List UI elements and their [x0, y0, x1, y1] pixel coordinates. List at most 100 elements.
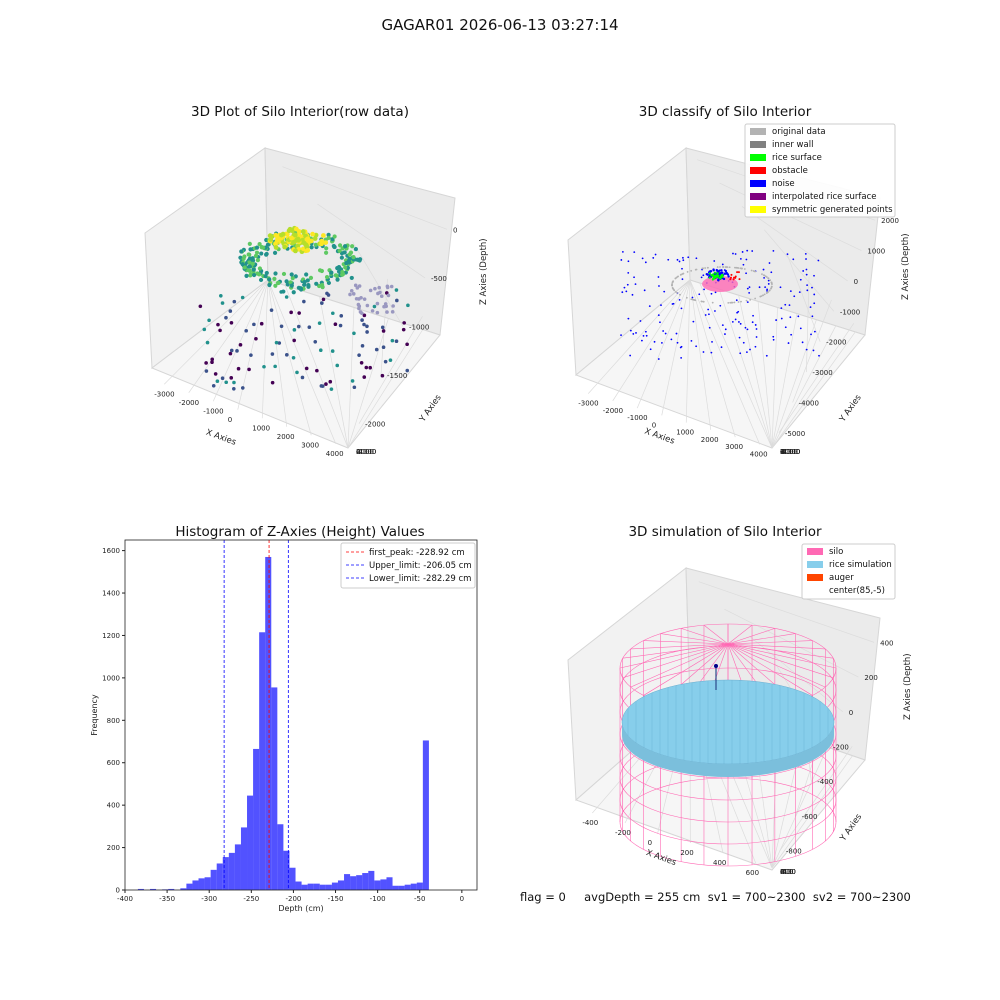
raw-x-tick: -2000	[179, 399, 199, 407]
noise-point	[725, 272, 728, 275]
simulation-plot-title: 3D simulation of Silo Interior	[628, 524, 822, 540]
raw-data-point	[198, 304, 203, 309]
raw-data-point	[207, 318, 211, 323]
raw-data-point	[247, 268, 252, 273]
histogram-bar	[204, 877, 211, 890]
x-tick-label: -50	[414, 895, 425, 903]
raw-data-point	[323, 240, 329, 245]
raw-y-tick: -4000	[356, 448, 376, 456]
classify-x-tick: 1000	[676, 429, 694, 437]
raw-data-point	[359, 360, 364, 365]
histogram-bar	[295, 881, 302, 890]
classify-z-tick: 2000	[881, 217, 899, 225]
noise-point	[623, 286, 626, 289]
noise-point	[657, 358, 660, 360]
noise-point	[695, 257, 698, 260]
noise-point	[703, 288, 705, 291]
simulation-y-tick: -600	[780, 868, 796, 876]
raw-data-point	[284, 231, 290, 237]
obstacle-point	[737, 271, 740, 274]
noise-point	[676, 341, 679, 344]
raw-data-point	[247, 367, 251, 372]
raw-data-point	[257, 242, 262, 247]
original-data-point	[672, 280, 675, 283]
noise-point	[627, 271, 630, 274]
noise-point	[719, 304, 722, 307]
raw-data-point	[329, 270, 334, 275]
x-tick-label: -350	[159, 895, 175, 903]
noise-point	[667, 258, 670, 261]
noise-point	[680, 307, 683, 310]
classify-z-tick: -2000	[826, 339, 846, 347]
noise-point	[745, 258, 748, 261]
raw-data-point	[340, 272, 346, 277]
original-data-point	[679, 293, 681, 296]
original-data-point	[770, 281, 773, 284]
original-data-point	[768, 289, 771, 292]
noise-point	[766, 289, 768, 292]
noise-point	[682, 256, 684, 259]
obstacle-point	[729, 278, 732, 281]
obstacle-point	[730, 273, 733, 276]
noise-point	[739, 322, 742, 325]
noise-point	[633, 276, 635, 279]
raw-data-point	[313, 339, 318, 344]
original-data-point	[691, 298, 694, 301]
noise-point	[772, 249, 775, 252]
noise-point	[648, 305, 651, 308]
x-tick-label: 0	[460, 895, 464, 903]
noise-point	[639, 320, 642, 322]
raw-data-point	[306, 283, 311, 288]
y-tick-label: 800	[107, 717, 120, 725]
histogram-bar	[192, 880, 199, 890]
histogram-bar	[301, 884, 308, 890]
raw-data-point	[307, 325, 312, 330]
raw-data-point	[353, 283, 358, 288]
original-data-point	[722, 266, 725, 268]
raw-data-point	[291, 239, 297, 245]
classify-z-tick: -3000	[812, 369, 832, 377]
histogram-bar	[234, 844, 241, 890]
silo-roof-line	[643, 640, 729, 645]
classify-y-tick: 4000	[780, 448, 798, 456]
raw-data-point	[272, 276, 277, 281]
noise-point	[682, 259, 685, 262]
raw-data-point	[253, 253, 259, 258]
noise-point	[746, 301, 749, 304]
raw-data-point	[289, 283, 294, 288]
raw-data-point	[267, 282, 272, 288]
raw-data-point	[343, 244, 348, 249]
noise-point	[755, 336, 758, 338]
raw-data-point	[320, 301, 324, 305]
original-data-point	[726, 266, 729, 269]
silo-roof-line	[619, 643, 729, 669]
x-tick-label: -100	[370, 895, 386, 903]
obstacle-point	[732, 278, 735, 281]
noise-point	[751, 250, 754, 252]
classify-z-tick: -5000	[785, 430, 805, 438]
raw-data-point	[318, 348, 323, 353]
raw-data-point	[344, 260, 349, 266]
original-data-point	[729, 301, 732, 304]
noise-point	[709, 270, 713, 273]
raw-data-point	[339, 255, 344, 260]
noise-point	[633, 251, 636, 254]
original-data-point	[765, 276, 768, 278]
original-data-point	[769, 279, 772, 282]
noise-point	[724, 333, 726, 335]
original-data-point	[749, 298, 752, 301]
raw-data-point	[365, 330, 369, 334]
raw-data-point	[362, 297, 367, 301]
silo-roof-line	[630, 643, 729, 688]
y-tick-label: 0	[116, 887, 120, 895]
raw-data-point	[274, 238, 280, 243]
noise-point	[784, 326, 787, 329]
histogram-bar	[240, 827, 248, 890]
raw-data-point	[259, 321, 264, 326]
classify-y-tick: 1000	[780, 448, 798, 456]
raw-data-point	[232, 380, 236, 385]
status-footer: flag = 0 avgDepth = 255 cm sv1 = 700~230…	[520, 890, 911, 904]
rice-surface-side	[622, 722, 834, 777]
silo-roof-line	[727, 643, 834, 659]
legend-swatch	[750, 206, 766, 213]
